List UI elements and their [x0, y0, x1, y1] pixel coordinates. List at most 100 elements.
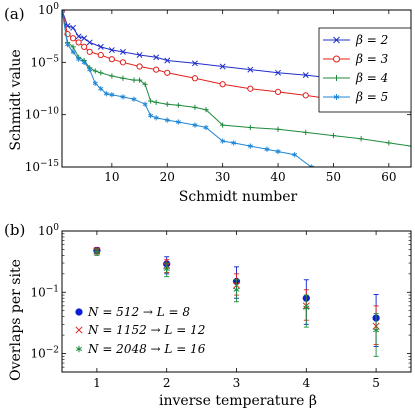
series-a-4-point-9 [103, 91, 109, 97]
series-a-1-point-3 [70, 24, 77, 31]
panel-b-xtick-label-1: 1 [93, 376, 101, 390]
panel-a-ytick-label-1: 100 [38, 2, 59, 17]
series-a-4-point-1 [62, 10, 65, 13]
panel-b-label: (b) [4, 221, 25, 239]
panel-b-ytick-label-3: 10−2 [30, 346, 59, 361]
series-a-3-point-8 [98, 70, 104, 76]
series-b-3-point-1 [93, 249, 100, 256]
series-a-4-point-3 [70, 49, 76, 55]
legend-b-entry-3: N = 2048 → L = 16 [87, 342, 206, 356]
series-a-3-point-24 [330, 133, 337, 139]
series-a-3-point-19 [203, 107, 209, 113]
series-a-1-point-8 [108, 47, 115, 53]
legend-b-marker-1 [75, 308, 83, 316]
series-a-1-point-15 [247, 66, 254, 73]
series-a-3-point-18 [192, 104, 198, 110]
panel-a-xtick-label-3: 30 [215, 170, 230, 184]
series-a-3-point-7 [92, 68, 98, 74]
series-a-3-point-27 [408, 143, 411, 149]
panel-a-xtick-label-1: 10 [104, 170, 119, 184]
series-a-2-point-16 [274, 88, 282, 95]
panel-a-xtick-label-6: 60 [381, 170, 396, 184]
series-a-3-point-22 [275, 126, 281, 132]
series-a-3-point-14 [148, 98, 154, 104]
panel-a-xtick-label-4: 40 [270, 170, 285, 184]
legend-b-marker-2 [75, 326, 83, 334]
series-a-2-point-14 [219, 81, 226, 88]
series-a-2-point-3 [69, 35, 77, 42]
series-a-3-point-9 [109, 73, 115, 79]
series-b-3-point-5 [373, 327, 380, 334]
series-a-1-point-14 [219, 63, 226, 70]
series-a-2-point-12 [164, 69, 171, 76]
series-a-4-point-25 [292, 152, 298, 158]
legend-a-entry-2: β = 3 [355, 52, 389, 66]
series-a-4-point-8 [98, 86, 104, 92]
series-a-4-point-23 [264, 146, 270, 152]
series-a-3-point-16 [164, 101, 170, 107]
series-a-4-point-17 [175, 119, 181, 125]
series-a-2-point-7 [97, 51, 104, 59]
series-a-4-point-14 [148, 113, 154, 119]
series-a-1-point-11 [153, 54, 160, 61]
series-a-3-point-10 [120, 75, 126, 81]
series-a-4-point-21 [231, 140, 237, 146]
series-a-4-point-19 [203, 124, 209, 131]
legend-b-marker-3 [75, 345, 83, 353]
panel-a-xtick-label-2: 20 [160, 170, 175, 184]
panel-a-ytick-label-2: 10−5 [30, 54, 59, 69]
series-a-4-point-13 [142, 101, 148, 107]
panel-a-ytick-label-4: 10−15 [25, 159, 60, 174]
panel-b-xtick-label-5: 5 [372, 376, 380, 390]
panel-a-ytick-label-3: 10−10 [25, 107, 60, 122]
legend-a-entry-3: β = 4 [355, 71, 388, 85]
legend-b-entry-1: N = 512 → L = 8 [87, 305, 190, 319]
series-a-1-point-13 [191, 60, 198, 67]
series-a-1-point-4 [75, 33, 82, 40]
panel-a-label: (a) [4, 5, 25, 23]
series-a-3-point-15 [153, 99, 159, 105]
series-a-4 [62, 10, 314, 167]
series-a-4-point-22 [247, 143, 253, 149]
panel-b-plot: 1 2 3 4 5 100 10−1 10−2 [30, 223, 412, 390]
series-a-4-point-18 [192, 122, 198, 128]
series-a-1-point-7 [97, 43, 104, 50]
series-b-3 [93, 248, 380, 357]
series-a-3-point-20 [220, 122, 226, 128]
series-a-3-point-26 [386, 140, 392, 146]
legend-a-marker-3 [333, 75, 340, 81]
series-a-4-point-10 [109, 92, 115, 98]
series-a-1-point-6 [86, 39, 93, 46]
series-b-3-point-4 [303, 304, 310, 311]
series-a-2-point-10 [136, 63, 143, 70]
series-a-4-point-16 [164, 117, 170, 123]
series-a-4-point-26 [308, 164, 314, 167]
panel-b-xtick-label-2: 2 [163, 376, 171, 390]
series-a-2-point-4 [75, 39, 82, 46]
series-a-1-point-17 [302, 72, 309, 79]
series-a-3-point-21 [247, 124, 253, 131]
legend-a-marker-4 [333, 94, 340, 100]
series-a-3 [62, 10, 411, 149]
series-a-2-point-17 [302, 92, 309, 99]
series-a-3-point-3 [70, 44, 76, 50]
series-a-1-point-12 [164, 57, 171, 64]
series-a-1-point-16 [275, 69, 282, 76]
series-a-4-point-4 [76, 56, 82, 62]
series-a-3-point-13 [142, 81, 148, 87]
panel-b-ytick-label-1: 100 [38, 223, 59, 238]
series-a-2-point-13 [191, 75, 199, 82]
legend-a-marker-1 [333, 36, 340, 44]
panel-b-xlabel: inverse temperature β [159, 393, 317, 409]
series-a-3-point-11 [131, 77, 137, 83]
series-a-4-point-15 [153, 115, 159, 121]
series-a-4-point-24 [275, 148, 281, 155]
series-a-line-4 [62, 10, 312, 167]
panel-b-legend: N = 512 → L = 8 N = 1152 → L = 12 N = 20… [75, 305, 206, 356]
series-a-2-point-6 [86, 48, 93, 55]
series-a-4-point-5 [81, 59, 87, 65]
series-a-3-point-17 [175, 102, 181, 108]
series-a-4-point-7 [92, 80, 98, 86]
series-a-3-point-12 [136, 77, 143, 83]
